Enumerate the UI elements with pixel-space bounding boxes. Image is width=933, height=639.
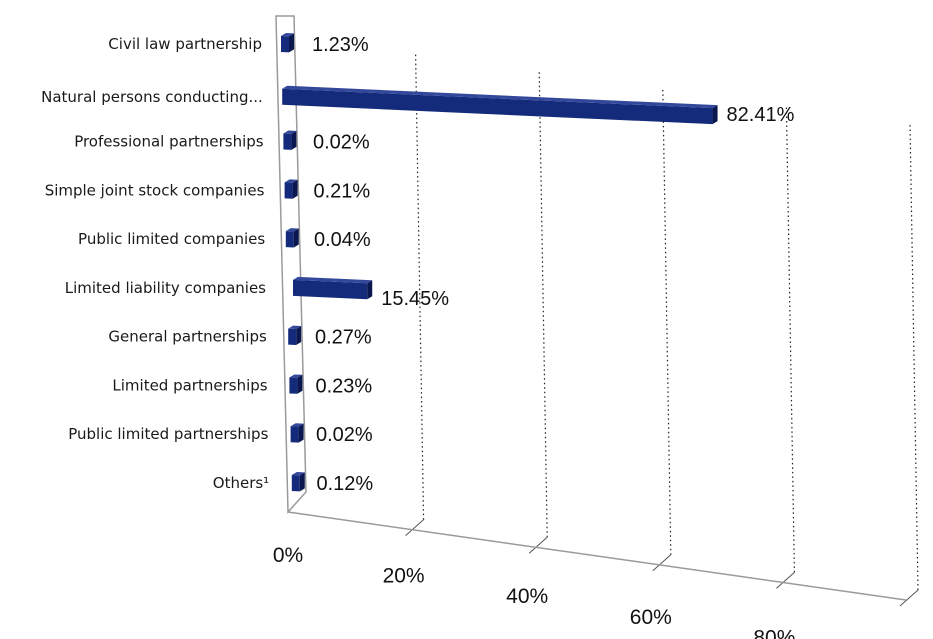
x-axis-baseline <box>287 511 907 601</box>
value-label-2: 0.02% <box>313 132 370 154</box>
category-label-2: Professional partnerships <box>74 133 264 151</box>
bar-top-7 <box>289 374 303 378</box>
x-tick-label-2: 40% <box>506 585 548 608</box>
category-label-7: Limited partnerships <box>112 376 267 394</box>
bar-top-8 <box>290 423 304 427</box>
bar-end-2 <box>291 130 297 150</box>
value-label-6: 0.27% <box>315 327 372 349</box>
bar-top-3 <box>284 179 298 183</box>
bar-front-4 <box>285 231 294 248</box>
bar-end-3 <box>292 179 298 199</box>
x-tick-label-1: 20% <box>383 565 425 588</box>
floor-tick-4 <box>776 572 795 589</box>
x-tick-label-4: 80% <box>753 626 795 639</box>
bar-front-1 <box>282 88 713 125</box>
category-label-8: Public limited partnerships <box>68 425 268 443</box>
bar-front-2 <box>283 133 292 150</box>
gridline-1 <box>415 53 425 520</box>
x-tick-label-0: 0% <box>273 544 303 567</box>
bar-end-8 <box>298 423 304 443</box>
floor-tick-2 <box>528 536 548 554</box>
bar-top-2 <box>283 130 297 134</box>
value-label-7: 0.23% <box>316 375 373 397</box>
value-label-8: 0.02% <box>316 424 373 446</box>
bar-front-6 <box>288 328 297 346</box>
bar-end-0 <box>289 33 294 53</box>
bar-0 <box>281 33 294 53</box>
axis-frame <box>275 15 907 601</box>
bar-8 <box>290 423 304 443</box>
bar-end-6 <box>296 326 302 346</box>
bar-front-9 <box>291 475 300 492</box>
bar-end-1 <box>712 105 718 125</box>
category-label-5: Limited liability companies <box>65 279 266 297</box>
bar-1 <box>282 85 718 125</box>
category-label-3: Simple joint stock companies <box>45 181 265 199</box>
bar-2 <box>283 130 297 150</box>
bars <box>281 33 718 492</box>
value-label-1: 82.41% <box>727 104 795 126</box>
bar-front-7 <box>289 377 298 394</box>
labels: 0%20%40%60%80%100%Civil law partnership1… <box>41 34 795 639</box>
bar-top-4 <box>285 228 299 232</box>
bar-6 <box>288 325 302 346</box>
category-label-6: General partnerships <box>108 328 267 346</box>
floor-tick-3 <box>652 554 672 572</box>
value-label-5: 15.45% <box>381 288 449 310</box>
bar-end-5 <box>367 280 373 300</box>
bar-front-3 <box>284 182 293 199</box>
category-label-4: Public limited companies <box>78 230 265 248</box>
gridline-2 <box>538 71 548 538</box>
category-label-0: Civil law partnership <box>108 35 262 53</box>
bar-top-6 <box>288 325 302 330</box>
y-axis-wall <box>275 15 307 514</box>
bar-top-1 <box>282 85 718 109</box>
bar-4 <box>285 228 299 248</box>
gridline-5 <box>909 123 919 591</box>
value-label-9: 0.12% <box>317 473 374 495</box>
value-label-0: 1.23% <box>312 34 369 56</box>
bar-front-8 <box>290 426 299 443</box>
gridlines <box>405 53 919 607</box>
floor-tick-5 <box>899 589 919 607</box>
bar-front-5 <box>293 279 368 300</box>
floor-tick-1 <box>405 519 424 536</box>
bar-3 <box>284 179 298 199</box>
bar-front-0 <box>281 36 289 53</box>
bar-9 <box>291 472 305 492</box>
gridline-3 <box>662 88 672 555</box>
x-tick-label-3: 60% <box>630 606 672 629</box>
bar-end-4 <box>293 228 299 248</box>
bar-top-0 <box>281 33 294 37</box>
bar-end-9 <box>299 472 305 492</box>
bar-top-5 <box>293 276 373 284</box>
bar-7 <box>289 374 303 394</box>
category-label-9: Others¹ <box>213 474 269 492</box>
gridline-4 <box>785 106 795 573</box>
value-label-3: 0.21% <box>314 180 371 202</box>
bar-5 <box>293 276 373 300</box>
bar-end-7 <box>297 374 303 394</box>
value-label-4: 0.04% <box>314 229 371 251</box>
category-label-1: Natural persons conducting... <box>41 88 263 106</box>
bar-top-9 <box>291 472 305 476</box>
